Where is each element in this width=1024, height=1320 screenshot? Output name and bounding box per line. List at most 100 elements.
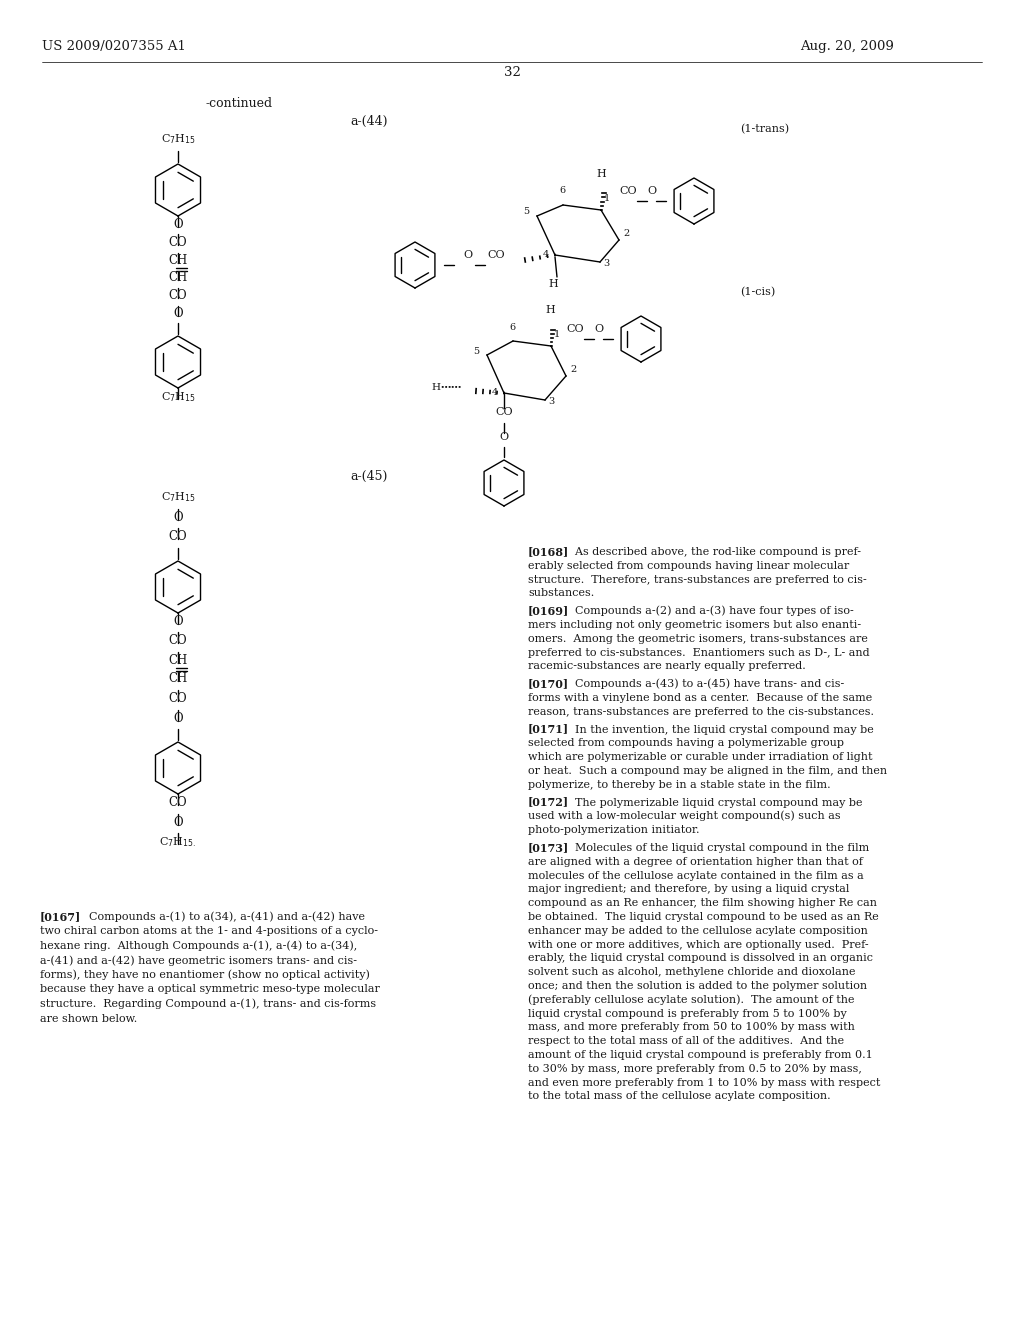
- Text: are shown below.: are shown below.: [40, 1014, 137, 1023]
- Text: 5: 5: [473, 347, 479, 356]
- Text: to the total mass of the cellulose acylate composition.: to the total mass of the cellulose acyla…: [528, 1092, 830, 1101]
- Text: once; and then the solution is added to the polymer solution: once; and then the solution is added to …: [528, 981, 867, 991]
- Text: CO: CO: [169, 796, 187, 809]
- Text: CO: CO: [169, 634, 187, 647]
- Text: H: H: [596, 169, 606, 180]
- Text: 6: 6: [559, 186, 565, 195]
- Text: respect to the total mass of all of the additives.  And the: respect to the total mass of all of the …: [528, 1036, 844, 1047]
- Text: hexane ring.  Although Compounds a-(1), a-(4) to a-(34),: hexane ring. Although Compounds a-(1), a…: [40, 940, 357, 950]
- Text: CH: CH: [168, 672, 187, 685]
- Text: amount of the liquid crystal compound is preferably from 0.1: amount of the liquid crystal compound is…: [528, 1049, 872, 1060]
- Text: CO: CO: [566, 323, 584, 334]
- Text: 6: 6: [509, 323, 515, 333]
- Text: reason, trans-substances are preferred to the cis-substances.: reason, trans-substances are preferred t…: [528, 706, 874, 717]
- Text: [0173]: [0173]: [528, 842, 569, 853]
- Text: 3: 3: [603, 259, 609, 268]
- Text: a-(41) and a-(42) have geometric isomers trans- and cis-: a-(41) and a-(42) have geometric isomers…: [40, 954, 357, 965]
- Text: CO: CO: [169, 692, 187, 705]
- Text: O: O: [173, 218, 183, 231]
- Text: Compounds a-(1) to a(34), a-(41) and a-(42) have: Compounds a-(1) to a(34), a-(41) and a-(…: [82, 911, 365, 921]
- Text: or heat.  Such a compound may be aligned in the film, and then: or heat. Such a compound may be aligned …: [528, 766, 887, 776]
- Text: O: O: [647, 186, 656, 195]
- Text: [0167]: [0167]: [40, 911, 81, 921]
- Text: erably, the liquid crystal compound is dissolved in an organic: erably, the liquid crystal compound is d…: [528, 953, 873, 964]
- Text: CO: CO: [496, 407, 513, 417]
- Text: 5: 5: [523, 207, 529, 216]
- Text: Aug. 20, 2009: Aug. 20, 2009: [800, 40, 894, 53]
- Text: (1-cis): (1-cis): [740, 286, 775, 297]
- Text: O: O: [500, 432, 509, 442]
- Text: structure.  Regarding Compound a-(1), trans- and cis-forms: structure. Regarding Compound a-(1), tra…: [40, 998, 376, 1008]
- Text: 4: 4: [492, 388, 499, 397]
- Text: solvent such as alcohol, methylene chloride and dioxolane: solvent such as alcohol, methylene chlor…: [528, 968, 855, 977]
- Text: H: H: [545, 305, 555, 315]
- Text: omers.  Among the geometric isomers, trans-substances are: omers. Among the geometric isomers, tran…: [528, 634, 868, 644]
- Text: selected from compounds having a polymerizable group: selected from compounds having a polymer…: [528, 738, 844, 748]
- Text: substances.: substances.: [528, 589, 594, 598]
- Text: enhancer may be added to the cellulose acylate composition: enhancer may be added to the cellulose a…: [528, 925, 868, 936]
- Text: C$_7$H$_{15.}$: C$_7$H$_{15.}$: [160, 836, 197, 849]
- Text: mass, and more preferably from 50 to 100% by mass with: mass, and more preferably from 50 to 100…: [528, 1023, 855, 1032]
- Text: Compounds a-(43) to a-(45) have trans- and cis-: Compounds a-(43) to a-(45) have trans- a…: [568, 678, 844, 689]
- Text: [0172]: [0172]: [528, 796, 569, 808]
- Text: In the invention, the liquid crystal compound may be: In the invention, the liquid crystal com…: [568, 725, 873, 735]
- Text: mers including not only geometric isomers but also enanti-: mers including not only geometric isomer…: [528, 620, 861, 630]
- Text: CO: CO: [169, 289, 187, 302]
- Text: O: O: [173, 511, 183, 524]
- Text: C$_7$H$_{15}$: C$_7$H$_{15}$: [161, 490, 196, 504]
- Text: O: O: [463, 249, 472, 260]
- Text: O: O: [173, 711, 183, 725]
- Text: CH: CH: [168, 271, 187, 284]
- Text: H: H: [548, 279, 558, 289]
- Text: forms with a vinylene bond as a center.  Because of the same: forms with a vinylene bond as a center. …: [528, 693, 872, 704]
- Text: 3: 3: [548, 397, 554, 407]
- Text: polymerize, to thereby be in a stable state in the film.: polymerize, to thereby be in a stable st…: [528, 780, 830, 789]
- Text: racemic-substances are nearly equally preferred.: racemic-substances are nearly equally pr…: [528, 661, 806, 672]
- Text: CO: CO: [618, 186, 637, 195]
- Text: and even more preferably from 1 to 10% by mass with respect: and even more preferably from 1 to 10% b…: [528, 1077, 881, 1088]
- Text: [0169]: [0169]: [528, 605, 569, 616]
- Text: H$\mathbf{\cdots\cdots}$: H$\mathbf{\cdots\cdots}$: [431, 381, 462, 392]
- Text: be obtained.  The liquid crystal compound to be used as an Re: be obtained. The liquid crystal compound…: [528, 912, 879, 921]
- Text: Compounds a-(2) and a-(3) have four types of iso-: Compounds a-(2) and a-(3) have four type…: [568, 606, 854, 616]
- Text: [0170]: [0170]: [528, 678, 569, 689]
- Text: 2: 2: [570, 366, 577, 374]
- Text: compound as an Re enhancer, the film showing higher Re can: compound as an Re enhancer, the film sho…: [528, 898, 877, 908]
- Text: 2: 2: [623, 228, 630, 238]
- Text: because they have a optical symmetric meso-type molecular: because they have a optical symmetric me…: [40, 985, 380, 994]
- Text: O: O: [173, 816, 183, 829]
- Text: [0171]: [0171]: [528, 723, 569, 735]
- Text: O: O: [173, 308, 183, 319]
- Text: CH: CH: [168, 653, 187, 667]
- Text: [0168]: [0168]: [528, 546, 569, 557]
- Text: liquid crystal compound is preferably from 5 to 100% by: liquid crystal compound is preferably fr…: [528, 1008, 847, 1019]
- Text: Molecules of the liquid crystal compound in the film: Molecules of the liquid crystal compound…: [568, 843, 869, 853]
- Text: erably selected from compounds having linear molecular: erably selected from compounds having li…: [528, 561, 849, 570]
- Text: which are polymerizable or curable under irradiation of light: which are polymerizable or curable under…: [528, 752, 872, 762]
- Text: The polymerizable liquid crystal compound may be: The polymerizable liquid crystal compoun…: [568, 797, 862, 808]
- Text: CO: CO: [169, 236, 187, 249]
- Text: 4: 4: [543, 249, 549, 259]
- Text: As described above, the rod-like compound is pref-: As described above, the rod-like compoun…: [568, 546, 861, 557]
- Text: 1: 1: [554, 330, 560, 339]
- Text: 1: 1: [604, 194, 610, 203]
- Text: a-(44): a-(44): [350, 115, 387, 128]
- Text: (1-trans): (1-trans): [740, 124, 790, 135]
- Text: molecules of the cellulose acylate contained in the film as a: molecules of the cellulose acylate conta…: [528, 871, 864, 880]
- Text: structure.  Therefore, trans-substances are preferred to cis-: structure. Therefore, trans-substances a…: [528, 574, 866, 585]
- Text: to 30% by mass, more preferably from 0.5 to 20% by mass,: to 30% by mass, more preferably from 0.5…: [528, 1064, 862, 1073]
- Text: CO: CO: [487, 249, 505, 260]
- Text: two chiral carbon atoms at the 1- and 4-positions of a cyclo-: two chiral carbon atoms at the 1- and 4-…: [40, 927, 378, 936]
- Text: preferred to cis-substances.  Enantiomers such as D-, L- and: preferred to cis-substances. Enantiomers…: [528, 648, 869, 657]
- Text: are aligned with a degree of orientation higher than that of: are aligned with a degree of orientation…: [528, 857, 863, 867]
- Text: -continued: -continued: [205, 96, 272, 110]
- Text: (preferably cellulose acylate solution).  The amount of the: (preferably cellulose acylate solution).…: [528, 994, 854, 1005]
- Text: photo-polymerization initiator.: photo-polymerization initiator.: [528, 825, 699, 836]
- Text: CH: CH: [168, 253, 187, 267]
- Text: used with a low-molecular weight compound(s) such as: used with a low-molecular weight compoun…: [528, 810, 841, 821]
- Text: forms), they have no enantiomer (show no optical activity): forms), they have no enantiomer (show no…: [40, 969, 370, 979]
- Text: 32: 32: [504, 66, 520, 79]
- Text: US 2009/0207355 A1: US 2009/0207355 A1: [42, 40, 186, 53]
- Text: major ingredient; and therefore, by using a liquid crystal: major ingredient; and therefore, by usin…: [528, 884, 849, 895]
- Text: a-(45): a-(45): [350, 470, 387, 483]
